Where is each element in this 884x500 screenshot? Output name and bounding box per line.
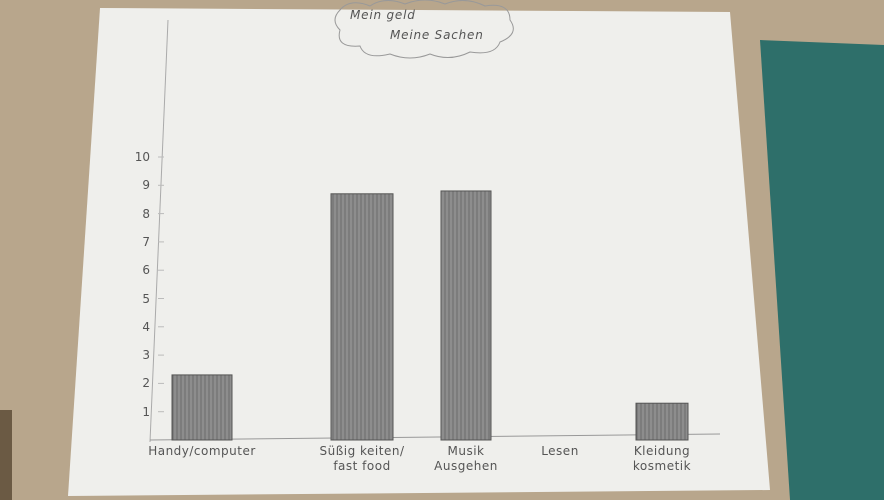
- y-tick-label: 8: [142, 206, 150, 221]
- y-tick-label: 5: [142, 291, 150, 306]
- x-tick-label: Musik Ausgehen: [434, 444, 498, 473]
- bar: [171, 374, 233, 441]
- chart-title: Mein geld: [350, 8, 416, 22]
- x-tick-label: Kleidung kosmetik: [632, 444, 692, 473]
- chair-edge: [0, 410, 12, 500]
- bar: [635, 402, 689, 441]
- title-cloud: [334, 0, 514, 59]
- y-tick-label: 6: [142, 263, 150, 278]
- x-axis: [149, 433, 721, 441]
- y-axis: [149, 19, 169, 443]
- bar: [330, 193, 394, 441]
- x-tick-label: Süßig keiten/ fast food: [319, 444, 405, 473]
- bar: [440, 190, 492, 441]
- x-tick-label: Handy/computer: [148, 444, 256, 458]
- y-tick-label: 1: [142, 404, 150, 419]
- chair: [760, 40, 884, 500]
- paper: [68, 8, 770, 496]
- y-tick-label: 3: [142, 348, 150, 363]
- x-tick-label: Lesen: [541, 444, 579, 458]
- y-tick-label: 10: [134, 150, 150, 164]
- y-tick-label: 7: [142, 234, 150, 249]
- y-tick-label: 4: [142, 319, 150, 334]
- y-tick-label: 9: [142, 178, 150, 193]
- y-tick-label: 2: [142, 376, 150, 391]
- chart-title: Meine Sachen: [390, 28, 484, 42]
